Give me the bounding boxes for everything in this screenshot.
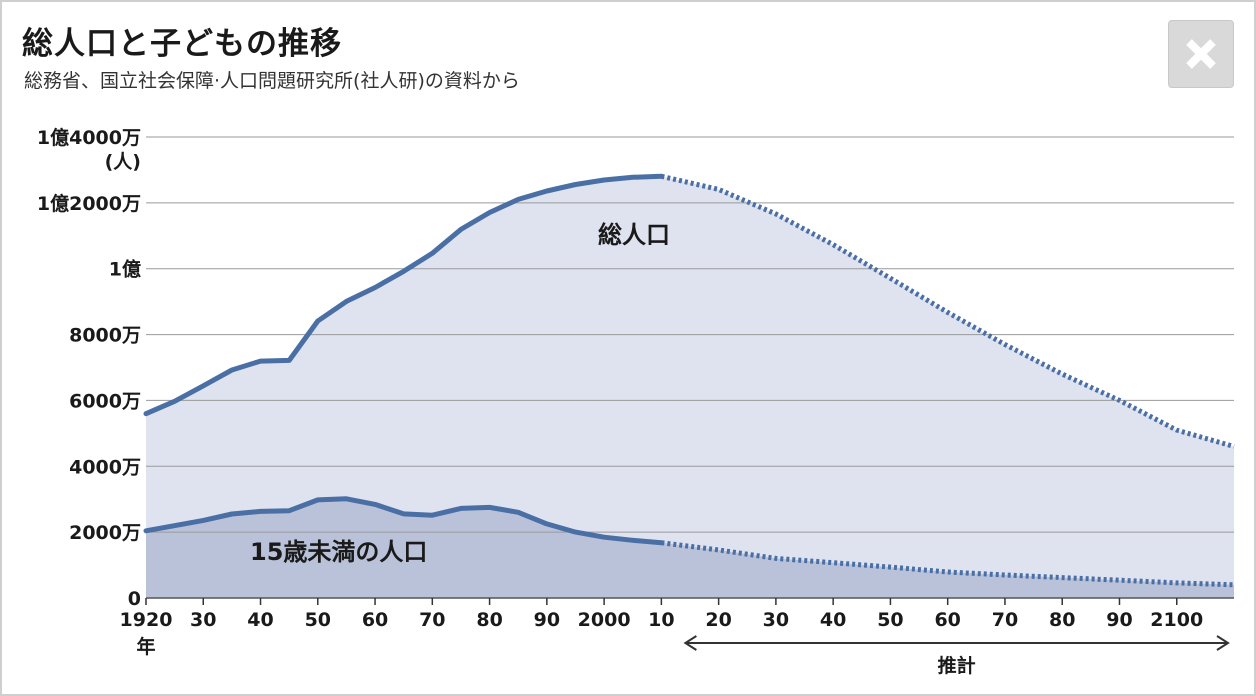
y-tick-label: 2000万: [69, 522, 141, 544]
x-tick-label: 90: [1106, 609, 1132, 631]
x-axis-year-suffix: 年: [136, 635, 155, 658]
y-tick-label: 1億2000万: [37, 192, 141, 215]
x-tick-label: 80: [1049, 609, 1075, 631]
y-tick-label: 1億4000万: [37, 126, 141, 149]
x-tick-label: 30: [763, 609, 789, 631]
y-tick-label: 4000万: [69, 456, 141, 478]
y-tick-label: 6000万: [69, 390, 141, 412]
estimate-label: 推計: [938, 654, 976, 677]
x-tick-label: 30: [190, 609, 216, 631]
x-tick-label: 10: [648, 609, 674, 631]
series-label-children: 15歳未満の人口: [250, 538, 427, 566]
x-tick-label: 50: [305, 609, 331, 631]
x-tick-label: 40: [820, 609, 846, 631]
x-tick-label: 80: [476, 609, 502, 631]
x-tick-label: 20: [705, 609, 731, 631]
series-label-total: 総人口: [598, 221, 670, 249]
x-tick-label: 60: [934, 609, 960, 631]
y-tick-label: 8000万: [69, 325, 141, 347]
x-tick-label: 1920: [120, 609, 173, 631]
x-tick-label: 90: [534, 609, 560, 631]
x-tick-label: 40: [247, 609, 273, 631]
y-tick-label: 1億: [109, 258, 141, 281]
x-tick-label: 2000: [578, 609, 631, 631]
x-tick-label: 2100: [1150, 609, 1203, 631]
x-tick-label: 60: [362, 609, 388, 631]
x-tick-label: 50: [877, 609, 903, 631]
y-axis-unit: (人): [105, 151, 141, 173]
y-tick-label: 0: [128, 588, 141, 610]
x-tick-label: 70: [419, 609, 445, 631]
x-tick-label: 70: [992, 609, 1018, 631]
